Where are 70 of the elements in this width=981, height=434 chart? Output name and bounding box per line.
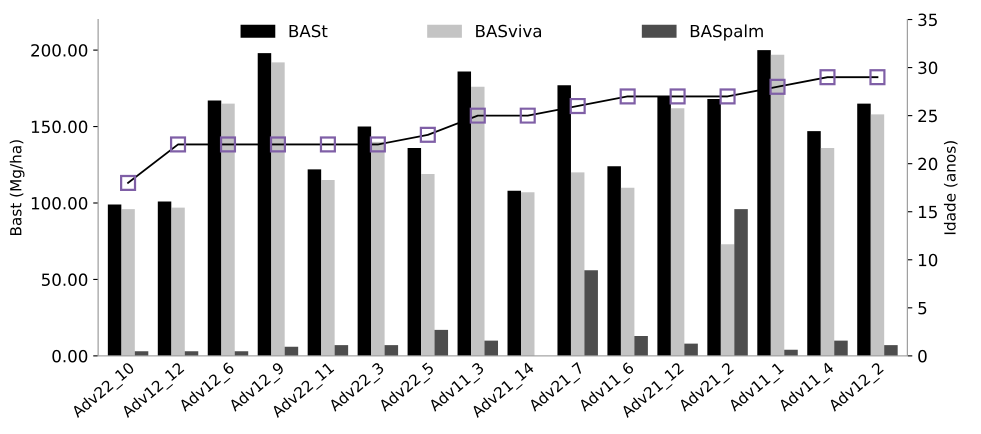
point: [720, 88, 736, 104]
bar: [484, 340, 498, 356]
y2-tick-label: 0: [918, 350, 927, 362]
y-axis-title: Bast (Mg/ha): [10, 140, 25, 236]
bar: [434, 330, 448, 356]
y2-axis-title: Idade (anos): [944, 141, 958, 234]
point: [220, 136, 236, 153]
bar: [770, 54, 784, 356]
bar: [520, 192, 534, 356]
point: [270, 136, 286, 153]
bar: [670, 108, 684, 356]
y2-tick-label: 20: [918, 158, 938, 170]
y2-tick-label: 30: [918, 62, 938, 74]
bar: [158, 201, 172, 356]
bar: [284, 346, 298, 356]
bar: [820, 148, 834, 356]
y-tick-label: 150.00: [32, 120, 88, 134]
y-tick-label: 100.00: [32, 196, 88, 210]
point: [620, 88, 636, 104]
point: [670, 88, 686, 104]
bar: [384, 345, 398, 356]
bar: [720, 244, 734, 356]
bar: [834, 340, 848, 356]
bar: [884, 345, 898, 356]
bar: [308, 169, 322, 356]
bar: [408, 148, 422, 356]
bar: [620, 188, 634, 356]
legend-label: BASviva: [476, 24, 542, 38]
legend-label: BASt: [290, 24, 328, 38]
point: [819, 69, 836, 86]
y-tick-label: 50.00: [42, 273, 88, 286]
bar: [421, 174, 435, 356]
bar: [570, 172, 584, 356]
bar: [857, 104, 871, 356]
y2-tick-label: 15: [918, 206, 937, 218]
point: [320, 136, 336, 153]
bar: [471, 86, 485, 356]
y2-tick-label: 5: [918, 302, 926, 314]
bar: [371, 142, 385, 356]
bar: [607, 166, 621, 356]
point: [470, 108, 486, 124]
bar: [334, 345, 348, 356]
bar: [870, 114, 884, 356]
bar: [321, 180, 335, 356]
bar: [508, 190, 521, 356]
point: [769, 78, 786, 95]
point: [869, 69, 886, 86]
bar: [784, 350, 798, 356]
point: [120, 174, 136, 191]
y-tick-label: 0.00: [52, 350, 88, 362]
bar: [221, 104, 235, 356]
bar: [807, 131, 821, 356]
point: [570, 98, 586, 114]
y2-tick-label: 10: [918, 254, 938, 266]
bar: [684, 344, 698, 356]
legend-label: BASpalm: [690, 24, 763, 41]
bar: [634, 336, 648, 356]
point: [370, 136, 386, 153]
y2-tick-label: 35: [918, 13, 937, 26]
bar: [271, 62, 285, 356]
bar: [584, 270, 598, 356]
point: [170, 136, 186, 153]
y-tick-label: 200.00: [31, 44, 88, 57]
bar: [121, 209, 135, 356]
bar: [734, 209, 748, 356]
bar: [171, 208, 185, 356]
y2-tick-label: 25: [918, 110, 937, 122]
bar: [108, 204, 122, 356]
point: [520, 108, 536, 124]
point: [420, 126, 436, 143]
